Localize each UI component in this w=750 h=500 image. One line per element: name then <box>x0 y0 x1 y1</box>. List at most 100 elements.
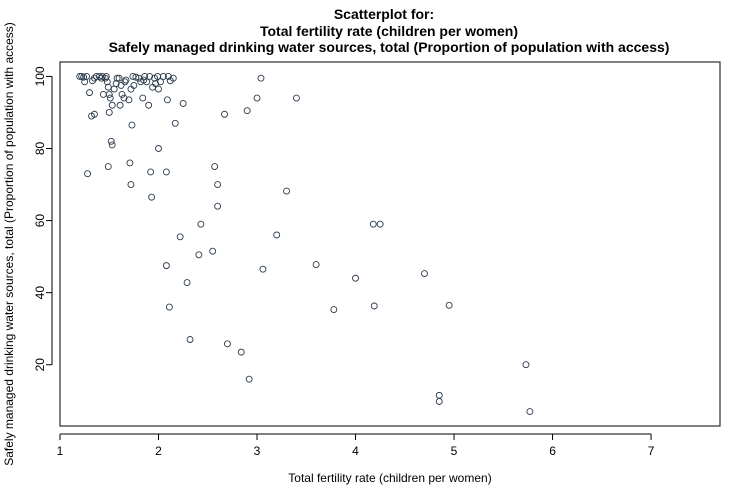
data-point <box>143 78 151 86</box>
x-axis: 1 2 3 4 5 6 7 <box>57 433 655 458</box>
data-point <box>176 233 184 241</box>
data-point <box>162 168 170 176</box>
x-tick-label: 3 <box>254 444 261 458</box>
data-point <box>113 74 121 82</box>
y-tick-label: 60 <box>33 214 47 228</box>
y-axis-label: Safely managed drinking water sources, t… <box>2 22 16 466</box>
data-point <box>435 398 443 405</box>
data-point <box>243 107 251 115</box>
chart-title-line-3: Safely managed drinking water sources, t… <box>109 39 670 55</box>
data-point <box>132 73 140 81</box>
data-point <box>103 78 111 86</box>
data-point <box>76 72 84 80</box>
data-point <box>370 302 378 310</box>
data-point <box>115 74 123 82</box>
x-tick-label: 2 <box>155 444 162 458</box>
data-point <box>127 181 135 188</box>
data-point <box>163 96 171 104</box>
data-point <box>273 231 281 239</box>
data-point <box>128 121 136 129</box>
data-point <box>84 170 92 178</box>
data-point <box>146 72 154 80</box>
data-point <box>179 99 187 107</box>
data-point <box>148 193 156 201</box>
data-point <box>126 159 134 167</box>
data-point <box>122 76 130 84</box>
data-point <box>139 94 147 102</box>
data-point <box>102 72 110 80</box>
data-point <box>171 119 179 127</box>
data-point <box>435 391 443 399</box>
data-point <box>91 74 98 82</box>
data-point <box>224 340 231 348</box>
data-point <box>169 74 177 82</box>
data-point <box>195 251 203 259</box>
data-point <box>152 80 160 88</box>
data-point <box>155 145 162 152</box>
data-point <box>211 163 219 170</box>
data-point <box>99 90 107 98</box>
x-tick-label: 6 <box>549 444 556 458</box>
data-point <box>105 109 113 116</box>
data-point <box>245 375 253 383</box>
data-point <box>117 81 125 89</box>
data-point <box>105 90 113 98</box>
x-tick-label: 4 <box>352 444 359 458</box>
data-point <box>186 336 194 343</box>
data-point <box>83 72 91 80</box>
chart-title-line-1: Scatterplot for: <box>334 6 434 22</box>
data-point <box>312 261 320 268</box>
data-point <box>257 74 265 82</box>
data-point <box>106 94 114 102</box>
data-point <box>522 361 530 369</box>
data-point <box>91 110 98 118</box>
data-point <box>108 141 116 149</box>
y-axis: 20 40 60 80 100 <box>33 66 53 372</box>
data-point <box>159 72 167 80</box>
data-point <box>330 306 338 314</box>
data-point <box>162 262 170 270</box>
data-point <box>214 181 222 188</box>
data-point <box>104 163 112 170</box>
data-point <box>237 348 245 356</box>
data-point <box>118 90 126 98</box>
data-point <box>130 81 138 89</box>
data-point <box>369 220 377 228</box>
chart-title-line-2: Total fertility rate (children per women… <box>260 23 518 39</box>
data-point <box>125 96 133 104</box>
data-point <box>259 265 267 273</box>
data-point <box>352 274 359 282</box>
x-tick-label: 5 <box>451 444 458 458</box>
data-point <box>376 220 384 228</box>
data-points <box>76 72 534 416</box>
data-point <box>108 101 116 109</box>
data-point <box>116 101 124 109</box>
data-point <box>526 408 534 416</box>
x-tick-label: 1 <box>57 444 64 458</box>
data-point <box>165 303 173 311</box>
x-axis-label: Total fertility rate (children per women… <box>288 471 491 485</box>
y-tick-label: 20 <box>33 358 47 372</box>
data-point <box>292 94 300 102</box>
data-point <box>421 270 428 278</box>
data-point <box>80 73 88 81</box>
data-point <box>112 80 120 88</box>
y-tick-label: 40 <box>33 286 47 300</box>
data-point <box>445 301 453 309</box>
data-point <box>86 89 94 97</box>
x-tick-label: 7 <box>648 444 655 458</box>
data-point <box>221 110 228 118</box>
y-tick-label: 80 <box>33 142 47 156</box>
data-point <box>197 220 205 228</box>
plot-frame <box>59 61 721 427</box>
data-point <box>147 168 155 176</box>
data-point <box>145 101 153 109</box>
data-point <box>107 137 115 145</box>
data-point <box>183 279 191 287</box>
data-point <box>120 94 128 102</box>
data-point <box>253 94 261 102</box>
data-point <box>155 85 162 93</box>
data-point <box>157 78 164 86</box>
data-point <box>214 202 222 210</box>
